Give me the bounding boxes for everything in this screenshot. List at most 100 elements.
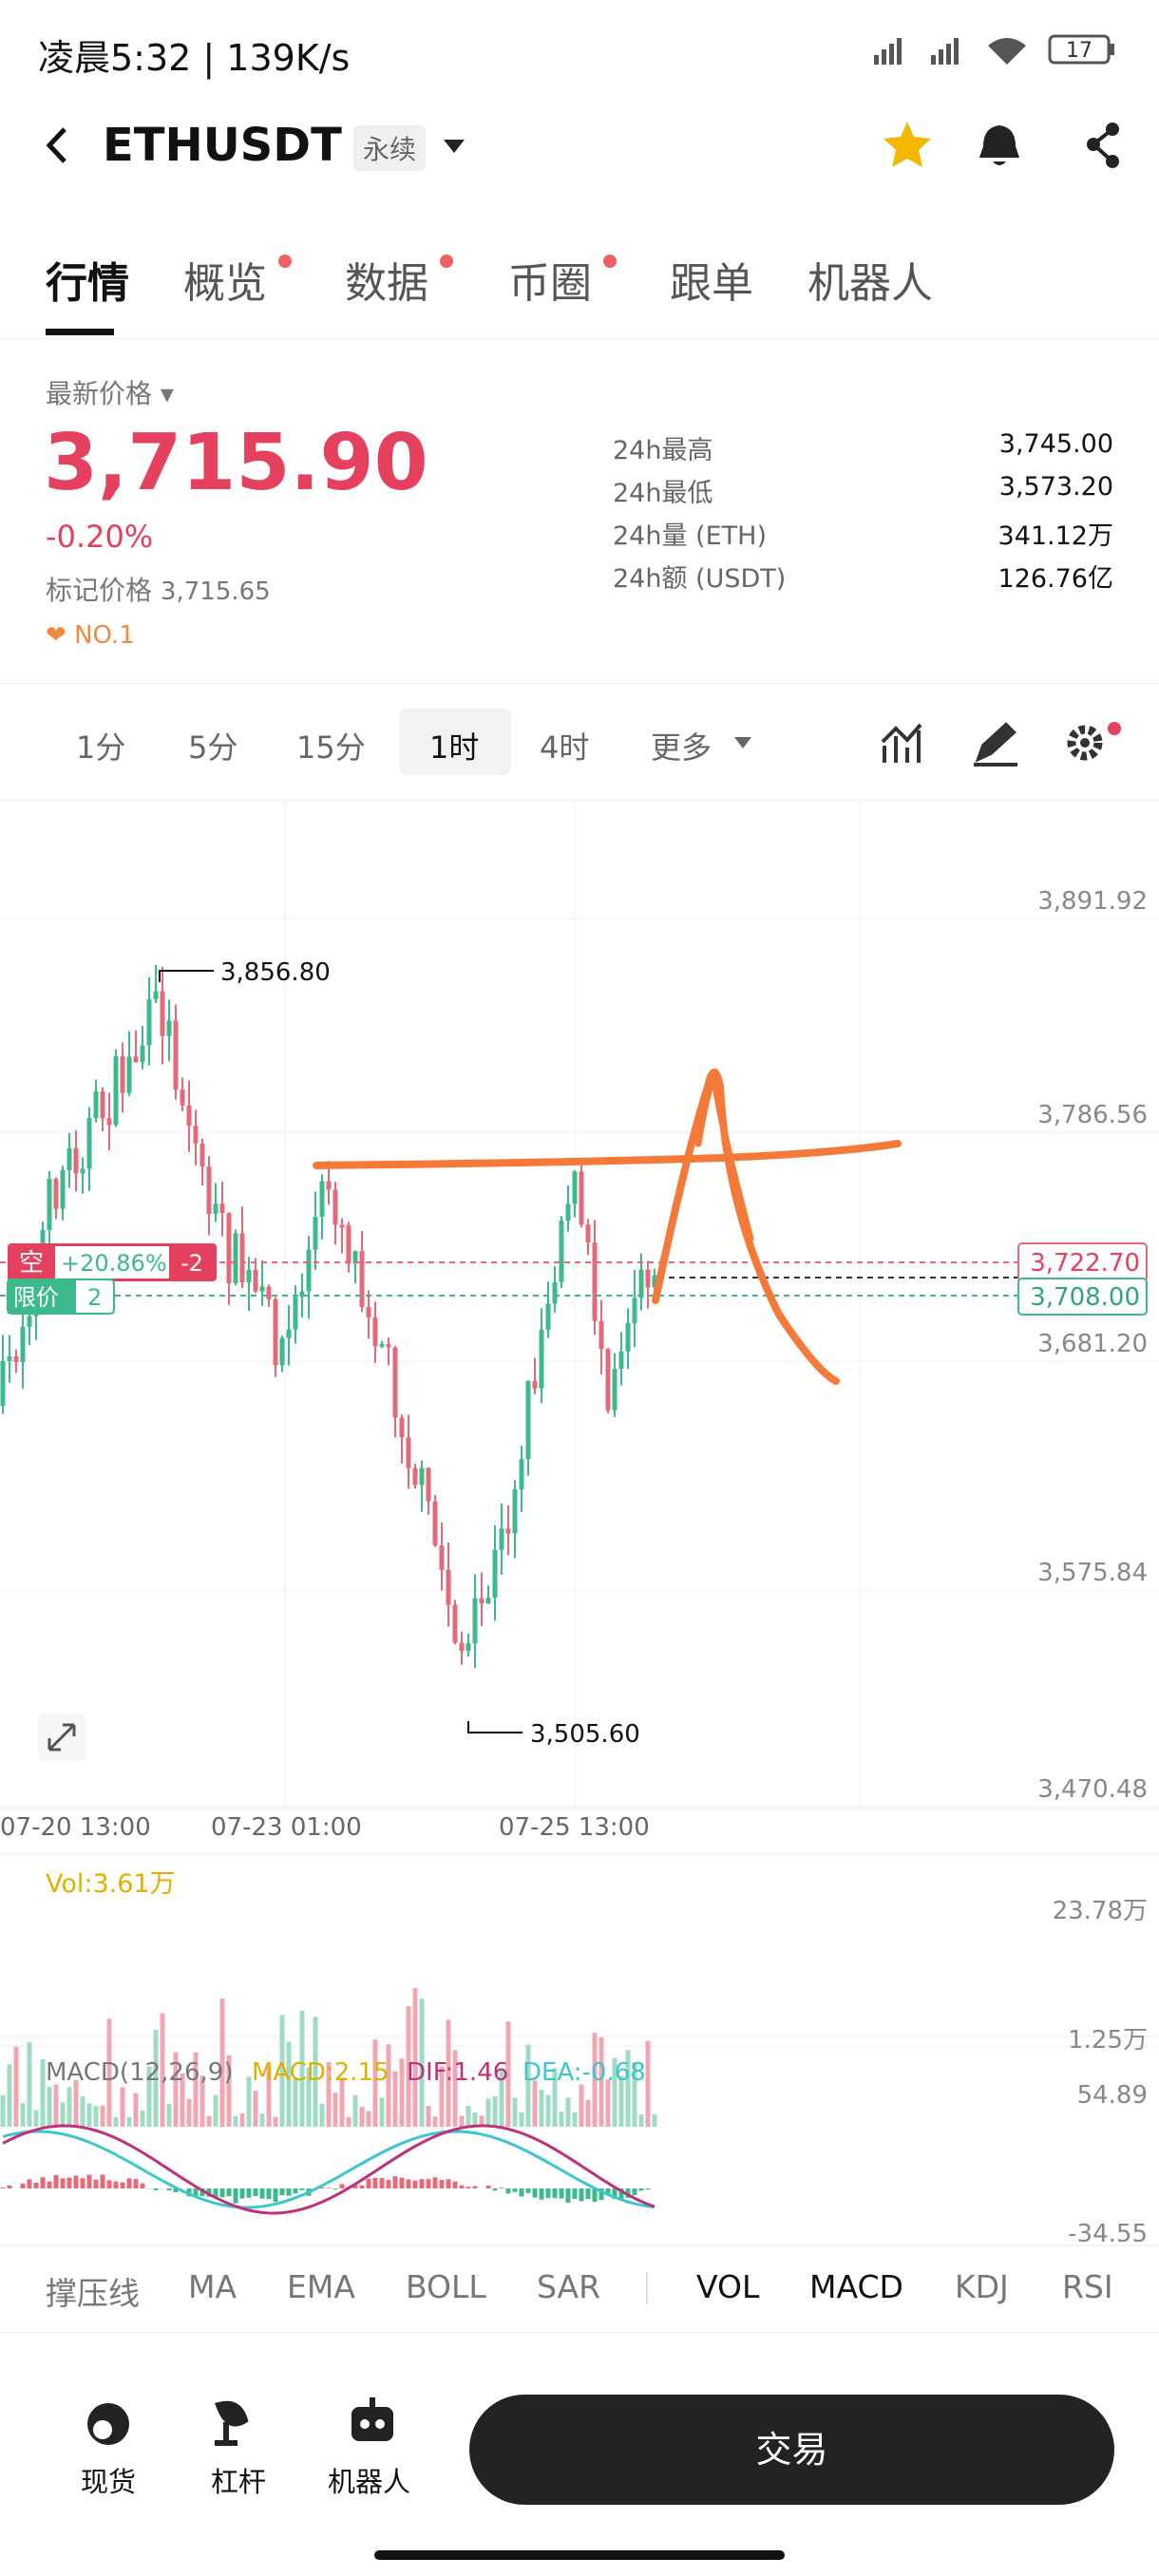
expand-icon xyxy=(48,1723,76,1752)
candle-body xyxy=(532,1380,538,1389)
macd-bar xyxy=(379,2178,385,2188)
volume-bar xyxy=(352,2094,358,2127)
volume-bar xyxy=(200,2075,205,2127)
draw-tool[interactable] xyxy=(974,722,1017,767)
volume-bar xyxy=(180,2073,185,2127)
macd-bar xyxy=(113,2181,119,2188)
candle-body xyxy=(60,1170,66,1209)
volume-bar xyxy=(525,2044,531,2127)
nav-item[interactable]: 杠杆 xyxy=(211,2466,267,2498)
macd-bar xyxy=(585,2188,591,2199)
indicator-tab[interactable]: 撑压线 xyxy=(46,2275,140,2312)
candle-body xyxy=(279,1337,285,1366)
stat-value: 126.76亿 xyxy=(998,564,1113,594)
tab-dot xyxy=(440,255,453,268)
nav-item[interactable]: 机器人 xyxy=(328,2466,411,2498)
indicator-tab[interactable]: BOLL xyxy=(406,2268,486,2305)
volume-bar xyxy=(53,2084,59,2127)
candle-body xyxy=(293,1297,298,1330)
volume-bar xyxy=(20,2103,26,2127)
tab[interactable]: 跟单 xyxy=(670,259,753,308)
price-axis-label: 3,891.92 xyxy=(1037,887,1148,916)
candle-body xyxy=(100,1090,105,1119)
back[interactable] xyxy=(38,122,76,169)
symbol[interactable]: ETHUSDT xyxy=(103,119,342,172)
nav-item[interactable]: 现货 xyxy=(81,2466,137,2498)
macd-bar xyxy=(233,2188,238,2204)
volume-bar xyxy=(452,2050,458,2127)
indicator-tab[interactable]: MACD xyxy=(809,2268,903,2305)
timeframe[interactable]: 更多 xyxy=(651,729,712,766)
volume-bar xyxy=(40,2059,46,2127)
candle-body xyxy=(173,1020,179,1090)
tab[interactable]: 行情 xyxy=(46,259,129,308)
volume-bar xyxy=(539,2090,544,2127)
timeframe[interactable]: 1时 xyxy=(429,729,480,766)
candle-body xyxy=(160,991,165,1036)
tab[interactable]: 概览 xyxy=(183,259,267,308)
price-label[interactable]: 最新价格 ▾ xyxy=(46,378,174,409)
volume-bar xyxy=(379,2097,385,2127)
favorite[interactable] xyxy=(884,122,931,167)
macd-bar xyxy=(259,2188,265,2199)
volume-bar xyxy=(126,2116,132,2127)
tab[interactable]: 币圈 xyxy=(508,259,592,308)
candle-body xyxy=(93,1090,99,1119)
indicator-tab[interactable]: KDJ xyxy=(955,2268,1009,2305)
macd-bar xyxy=(100,2174,105,2188)
settings[interactable] xyxy=(1067,725,1103,761)
indicator-tab[interactable]: RSI xyxy=(1062,2268,1113,2305)
trade-button[interactable]: 交易 xyxy=(469,2395,1114,2505)
macd-bar xyxy=(73,2175,79,2188)
macd-bar xyxy=(399,2177,405,2188)
volume-bar xyxy=(153,2029,159,2127)
candle-body xyxy=(652,1275,657,1288)
tab[interactable]: 机器人 xyxy=(808,259,933,308)
tab-indicator xyxy=(46,329,114,335)
share[interactable] xyxy=(1087,123,1119,168)
volume-bar xyxy=(266,2066,272,2127)
macd-bar xyxy=(213,2188,218,2199)
indicator-tab[interactable]: MA xyxy=(188,2268,238,2305)
candle-body xyxy=(539,1329,544,1389)
candle-body xyxy=(432,1501,438,1546)
indicator-tab[interactable]: VOL xyxy=(696,2268,760,2305)
alert[interactable] xyxy=(979,125,1019,165)
low-label: 3,505.60 xyxy=(530,1720,640,1749)
macd-bar xyxy=(359,2185,365,2188)
candle-body xyxy=(200,1143,205,1167)
candle-body xyxy=(180,1089,185,1106)
volume-bar xyxy=(572,2112,578,2127)
tab[interactable]: 数据 xyxy=(345,259,428,308)
candle-body xyxy=(359,1251,365,1308)
candle-body xyxy=(618,1351,624,1370)
timeframe[interactable]: 1分 xyxy=(76,729,126,766)
macd-bar xyxy=(552,2188,558,2199)
candle-body xyxy=(346,1224,352,1264)
timeframe[interactable]: 15分 xyxy=(296,729,366,766)
candle-body xyxy=(40,1229,46,1254)
stat-label: 24h额 (USDT) xyxy=(613,564,787,594)
timeframe[interactable]: 4时 xyxy=(540,729,590,766)
volume-bar xyxy=(146,2066,152,2127)
candle-body xyxy=(612,1369,618,1411)
indicator-tab[interactable]: EMA xyxy=(287,2268,355,2305)
short-side: 空 xyxy=(19,1249,44,1278)
macd-bar xyxy=(93,2179,99,2188)
indicator-tab[interactable]: SAR xyxy=(537,2268,601,2305)
macd-bar xyxy=(246,2188,252,2198)
volume-bar xyxy=(93,2106,99,2127)
dropdown[interactable] xyxy=(442,138,466,157)
price-axis-label: 3,681.20 xyxy=(1037,1330,1148,1358)
macd-bar xyxy=(20,2183,26,2188)
volume-bar xyxy=(565,2097,571,2127)
candle-body xyxy=(565,1203,571,1222)
candle-body xyxy=(585,1224,591,1243)
rank: ❤ NO.1 xyxy=(46,621,135,650)
timeframe[interactable]: 5分 xyxy=(188,729,238,766)
macd-bar xyxy=(452,2181,458,2188)
indicator-tool[interactable] xyxy=(881,723,922,763)
macd-label: DEA:-0.68 xyxy=(522,2058,646,2087)
candle-body xyxy=(472,1598,478,1644)
volume-bar xyxy=(7,2064,12,2127)
